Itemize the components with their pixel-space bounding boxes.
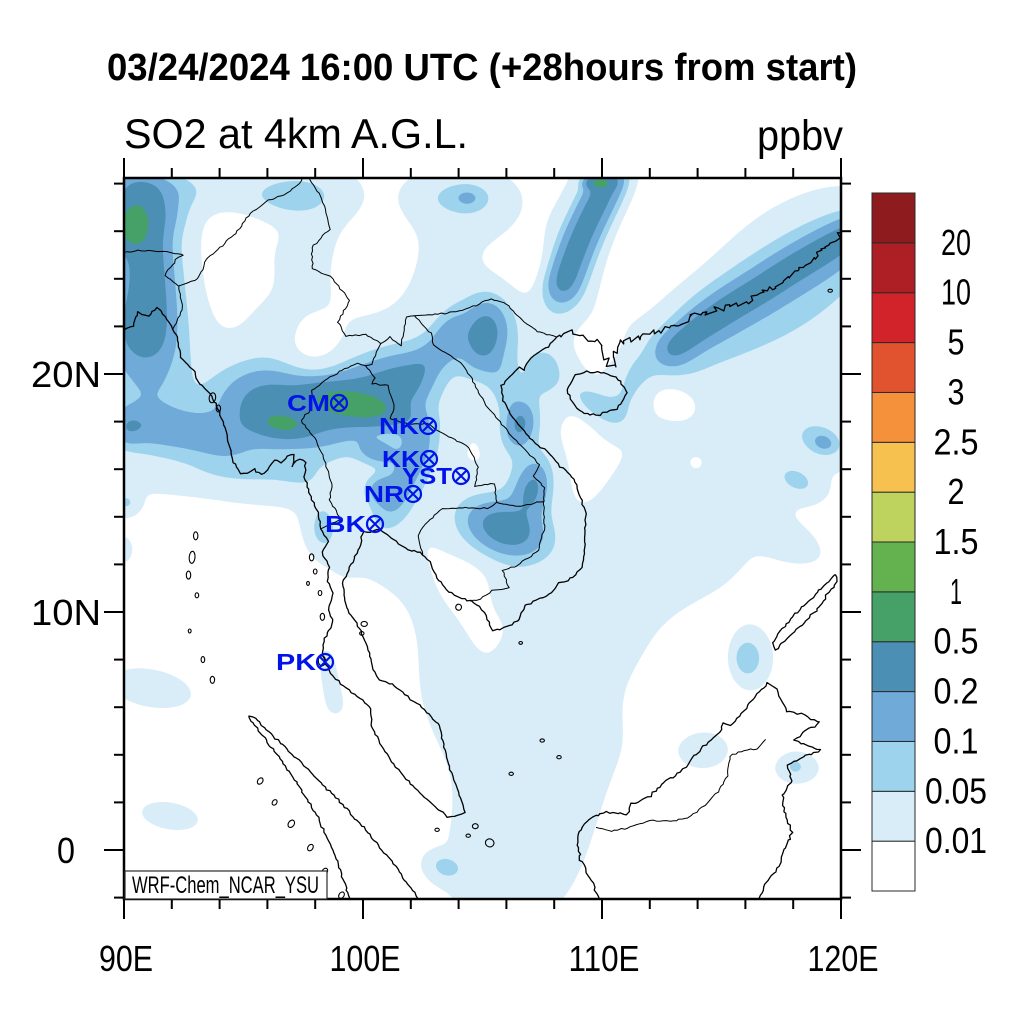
svg-text:CM: CM: [287, 390, 330, 416]
svg-text:3: 3: [948, 371, 965, 412]
svg-text:100E: 100E: [330, 938, 401, 979]
svg-text:PK: PK: [276, 649, 316, 675]
svg-text:1: 1: [950, 571, 962, 612]
svg-text:2.5: 2.5: [934, 421, 979, 462]
svg-text:120E: 120E: [808, 938, 879, 979]
svg-text:WRF-Chem_NCAR_YSU: WRF-Chem_NCAR_YSU: [132, 872, 319, 899]
svg-text:KK: KK: [382, 446, 420, 472]
svg-text:10: 10: [941, 272, 971, 313]
svg-text:0.2: 0.2: [934, 671, 979, 712]
svg-text:110E: 110E: [569, 938, 640, 979]
svg-text:10N: 10N: [31, 592, 101, 633]
svg-text:NR: NR: [364, 481, 404, 507]
svg-text:1.5: 1.5: [934, 521, 979, 562]
svg-text:0: 0: [57, 830, 75, 871]
svg-text:0.5: 0.5: [934, 621, 979, 662]
svg-text:0.1: 0.1: [934, 720, 979, 761]
svg-text:0.05: 0.05: [925, 770, 987, 811]
svg-text:20: 20: [941, 222, 971, 263]
svg-text:90E: 90E: [99, 938, 153, 979]
svg-text:YST: YST: [402, 463, 452, 489]
svg-text:20N: 20N: [31, 354, 101, 395]
svg-text:ppbv: ppbv: [757, 112, 843, 160]
svg-text:NK: NK: [379, 413, 419, 439]
svg-text:BK: BK: [325, 511, 366, 537]
svg-text:5: 5: [948, 322, 965, 363]
svg-text:SO2 at 4km A.G.L.: SO2 at 4km A.G.L.: [124, 110, 468, 157]
svg-text:0.01: 0.01: [925, 820, 987, 861]
svg-text:2: 2: [948, 471, 965, 512]
svg-text:03/24/2024 16:00 UTC (+28hours: 03/24/2024 16:00 UTC (+28hours from star…: [107, 47, 857, 89]
